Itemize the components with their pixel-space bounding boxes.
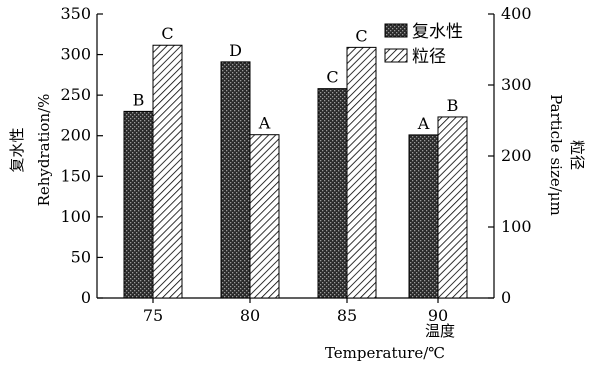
sig-letter-particle-size: C	[355, 26, 367, 45]
left-tick-label: 50	[71, 247, 91, 266]
sig-letter-particle-size: A	[258, 114, 271, 133]
bar-rehydration	[317, 88, 348, 299]
right-tick-label: 0	[501, 288, 511, 307]
right-axis-title-en: Particle size/μm	[547, 94, 565, 216]
left-tick-label: 350	[60, 4, 91, 23]
sig-letter-rehydration: C	[326, 68, 338, 87]
bar-particle-size	[437, 116, 468, 299]
legend-swatch-particle-size	[384, 48, 408, 63]
left-tick-label: 300	[60, 45, 91, 64]
legend: 复水性 粒径	[384, 22, 463, 67]
bar-particle-size	[152, 44, 183, 299]
right-tick-label: 300	[501, 75, 532, 94]
left-tick-label: 200	[60, 126, 91, 145]
x-axis-title-cn: 温度	[425, 322, 455, 340]
left-tick-label: 250	[60, 85, 91, 104]
bar-particle-size	[346, 46, 377, 299]
legend-label-rehydration: 复水性	[412, 22, 463, 42]
sig-letter-particle-size: C	[161, 24, 173, 43]
sig-letter-rehydration: B	[133, 90, 145, 109]
bar-rehydration	[220, 61, 251, 299]
left-axis-title-en: Rehydration/%	[35, 94, 53, 207]
left-tick-label: 0	[81, 288, 91, 307]
right-tick-label: 100	[501, 217, 532, 236]
bar-rehydration	[408, 134, 439, 299]
left-tick-label: 100	[60, 207, 91, 226]
plot-area: 0 50 100 150 200 250 300 350 0 100 200 300 400 75 B C 80…	[60, 4, 531, 325]
sig-letter-particle-size: B	[447, 96, 459, 115]
x-tick-label: 90	[428, 306, 448, 325]
right-tick-label: 400	[501, 4, 532, 23]
sig-letter-rehydration: D	[229, 41, 242, 60]
right-tick-label: 200	[501, 146, 532, 165]
x-axis-title-en: Temperature/℃	[325, 344, 445, 362]
x-tick-label: 80	[240, 306, 260, 325]
left-tick-label: 150	[60, 166, 91, 185]
sig-letter-rehydration: A	[417, 114, 430, 133]
bar-particle-size	[249, 134, 280, 299]
legend-label-particle-size: 粒径	[412, 47, 446, 67]
legend-swatch-rehydration	[384, 23, 408, 38]
left-axis-title-cn: 复水性	[8, 127, 26, 172]
right-axis-title-cn: 粒径	[568, 140, 586, 170]
x-tick-label: 75	[143, 306, 163, 325]
bar-rehydration	[123, 110, 154, 299]
x-tick-label: 85	[337, 306, 357, 325]
